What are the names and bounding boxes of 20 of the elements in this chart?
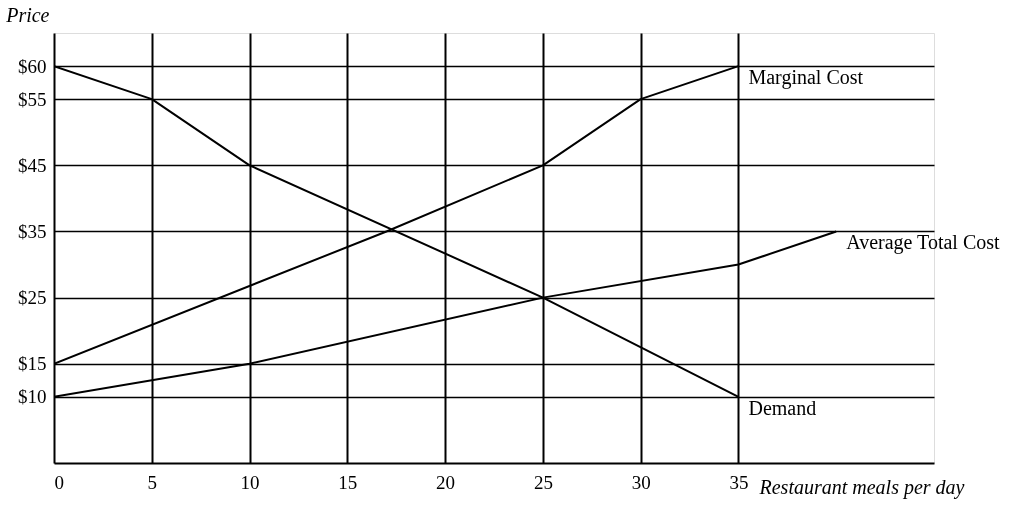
y-tick-label: $55 (18, 88, 47, 110)
x-tick-label: 10 (240, 471, 260, 493)
y-tick-label: $15 (18, 353, 47, 375)
x-tick-label: 20 (436, 471, 456, 493)
y-tick-label: $60 (18, 55, 47, 77)
x-tick-label: 25 (533, 471, 553, 493)
x-tick-label: 15 (338, 471, 358, 493)
x-axis-title: Restaurant meals per day (758, 475, 965, 499)
y-tick-label: $35 (18, 220, 47, 242)
y-axis-title: Price (5, 3, 50, 26)
x-tick-label: 30 (631, 471, 651, 493)
x-tick-label: 0 (54, 471, 64, 493)
x-tick-label: 35 (729, 471, 749, 493)
series-label: Demand (748, 396, 817, 419)
y-tick-label: $25 (18, 287, 47, 309)
series-label: Average Total Cost (846, 231, 1001, 255)
x-tick-label: 5 (147, 471, 158, 493)
series-label: Marginal Cost (748, 66, 864, 90)
y-tick-label: $45 (18, 154, 47, 176)
y-tick-label: $10 (18, 386, 47, 408)
